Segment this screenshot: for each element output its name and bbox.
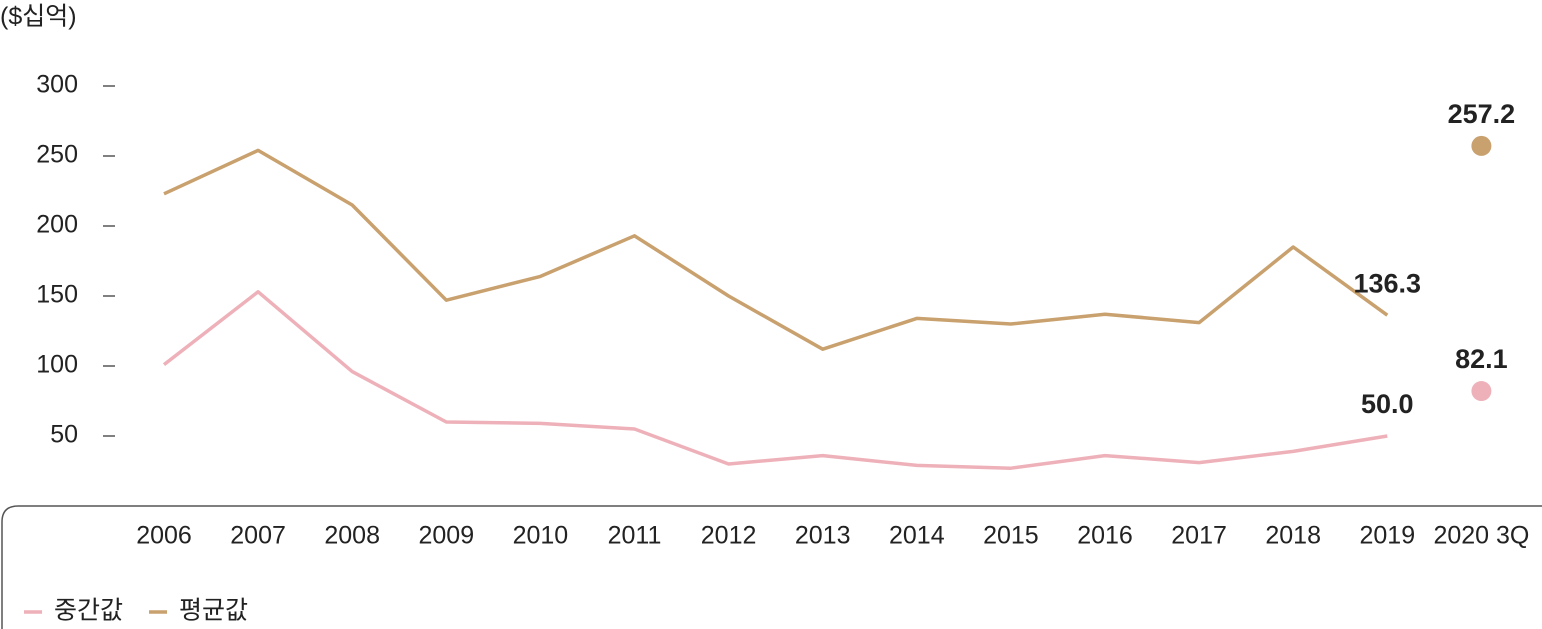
y-axis-label: ($십억) (0, 3, 77, 31)
x-tick-label: 2011 (608, 522, 662, 550)
series-line (163, 148, 1389, 351)
x-tick-label: 2008 (324, 522, 380, 550)
value-label: 50.0 (1361, 389, 1414, 419)
x-tick-label: 2012 (701, 522, 757, 550)
y-tick-label: 50 (50, 421, 78, 449)
value-label: 257.2 (1448, 99, 1516, 129)
x-tick-label: 2016 (1077, 522, 1133, 550)
axis-frame (1, 505, 1542, 629)
x-tick-label: 2014 (889, 522, 945, 550)
x-tick-label: 2010 (513, 522, 569, 550)
y-tick-label: 250 (36, 141, 78, 169)
y-tick-label: 200 (36, 211, 78, 239)
y-tick-label: 100 (36, 351, 78, 379)
x-tick-label: 2006 (136, 522, 192, 550)
series-point (1471, 135, 1492, 156)
y-tick-label: 300 (36, 71, 78, 99)
x-tick-label: 2015 (983, 522, 1039, 550)
legend-label: 평균값 (179, 597, 248, 625)
legend-label: 중간값 (54, 597, 123, 625)
value-label: 82.1 (1455, 344, 1508, 374)
series-point (1471, 381, 1492, 402)
series-line (162, 290, 1388, 470)
x-tick-label: 2020 3Q (1433, 522, 1529, 550)
value-label: 136.3 (1354, 268, 1422, 298)
x-tick-label: 2018 (1265, 522, 1321, 550)
x-tick-label: 2007 (230, 522, 286, 550)
x-tick-label: 2019 (1359, 522, 1415, 550)
y-tick-label: 150 (36, 281, 78, 309)
x-tick-label: 2017 (1171, 522, 1227, 550)
x-tick-label: 2009 (418, 522, 474, 550)
x-tick-label: 2013 (795, 522, 851, 550)
